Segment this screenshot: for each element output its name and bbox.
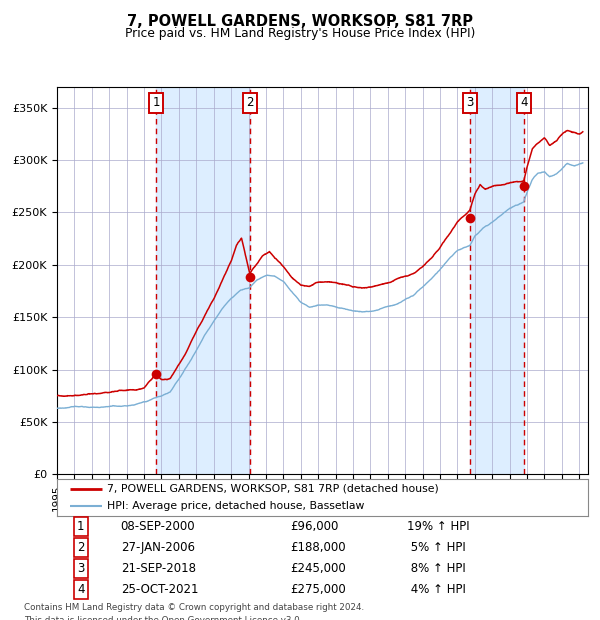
Text: 1: 1 xyxy=(77,520,85,533)
Text: 21-SEP-2018: 21-SEP-2018 xyxy=(121,562,196,575)
Text: Price paid vs. HM Land Registry's House Price Index (HPI): Price paid vs. HM Land Registry's House … xyxy=(125,27,475,40)
Text: £275,000: £275,000 xyxy=(290,583,346,596)
Text: 8% ↑ HPI: 8% ↑ HPI xyxy=(407,562,466,575)
Text: HPI: Average price, detached house, Bassetlaw: HPI: Average price, detached house, Bass… xyxy=(107,501,365,511)
Bar xyxy=(156,87,250,474)
Text: 3: 3 xyxy=(466,97,473,110)
Text: 7, POWELL GARDENS, WORKSOP, S81 7RP (detached house): 7, POWELL GARDENS, WORKSOP, S81 7RP (det… xyxy=(107,484,439,494)
Text: This data is licensed under the Open Government Licence v3.0.: This data is licensed under the Open Gov… xyxy=(24,616,302,620)
Text: 7, POWELL GARDENS, WORKSOP, S81 7RP: 7, POWELL GARDENS, WORKSOP, S81 7RP xyxy=(127,14,473,29)
Text: 4: 4 xyxy=(77,583,85,596)
Text: Contains HM Land Registry data © Crown copyright and database right 2024.: Contains HM Land Registry data © Crown c… xyxy=(24,603,364,613)
Text: 19% ↑ HPI: 19% ↑ HPI xyxy=(407,520,470,533)
Text: 5% ↑ HPI: 5% ↑ HPI xyxy=(407,541,466,554)
Text: 2: 2 xyxy=(77,541,85,554)
Text: 25-OCT-2021: 25-OCT-2021 xyxy=(121,583,198,596)
Text: £245,000: £245,000 xyxy=(290,562,346,575)
Text: 27-JAN-2006: 27-JAN-2006 xyxy=(121,541,195,554)
Text: £188,000: £188,000 xyxy=(290,541,346,554)
Text: 4: 4 xyxy=(520,97,527,110)
Bar xyxy=(470,87,524,474)
Text: 4% ↑ HPI: 4% ↑ HPI xyxy=(407,583,466,596)
Text: 2: 2 xyxy=(246,97,253,110)
Text: 08-SEP-2000: 08-SEP-2000 xyxy=(121,520,196,533)
Text: 3: 3 xyxy=(77,562,85,575)
Text: £96,000: £96,000 xyxy=(290,520,339,533)
Text: 1: 1 xyxy=(152,97,160,110)
